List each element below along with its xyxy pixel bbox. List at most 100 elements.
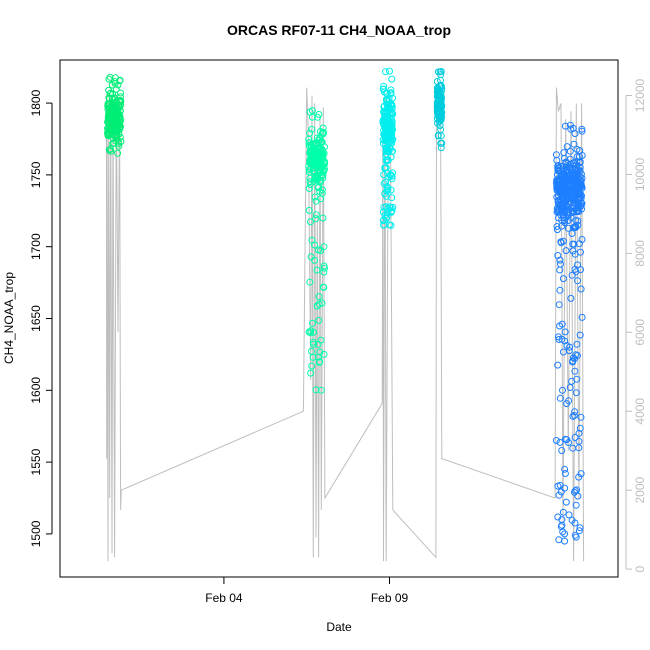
data-point [565, 511, 573, 519]
data-point [381, 164, 389, 172]
data-point [556, 256, 564, 264]
data-point [308, 362, 316, 370]
data-point [575, 527, 583, 535]
data-point [110, 139, 118, 147]
data-point [562, 198, 570, 206]
data-point [108, 118, 115, 126]
series-rf08 [305, 107, 329, 394]
data-point [575, 437, 583, 445]
data-point [571, 250, 579, 258]
data-point [578, 125, 586, 133]
data-point [572, 389, 580, 397]
data-point [577, 180, 585, 188]
data-point [319, 124, 327, 132]
data-point [382, 122, 390, 130]
data-point [311, 256, 319, 264]
data-point [388, 75, 396, 83]
data-point [554, 482, 562, 490]
data-point [556, 394, 564, 402]
data-point [312, 215, 320, 223]
data-point [387, 204, 395, 212]
data-point [437, 101, 445, 109]
data-point [568, 181, 576, 189]
data-point [437, 126, 445, 134]
data-point [572, 170, 580, 178]
data-point [555, 336, 563, 343]
data-point [306, 178, 314, 186]
data-point [574, 200, 582, 208]
data-point [106, 73, 114, 81]
data-point [552, 437, 560, 444]
data-point [385, 132, 392, 140]
data-point [106, 90, 114, 98]
data-point [557, 162, 565, 170]
data-point [575, 240, 583, 248]
data-point [313, 134, 321, 142]
data-point [319, 152, 327, 160]
data-point [305, 206, 313, 214]
data-point [314, 157, 322, 165]
data-point [556, 438, 564, 446]
data-point [105, 129, 113, 137]
data-point [434, 132, 442, 140]
data-point [563, 208, 571, 216]
data-point [107, 129, 115, 137]
data-point [306, 155, 314, 163]
data-point [117, 89, 124, 97]
data-point [309, 353, 317, 361]
data-point [559, 386, 566, 394]
data-point [557, 523, 565, 531]
data-point [315, 293, 323, 301]
data-point [566, 147, 574, 155]
data-point [561, 530, 569, 538]
data-point [316, 358, 324, 366]
x-axis-label: Date [326, 620, 352, 634]
data-point [109, 90, 117, 98]
data-point [313, 266, 321, 274]
data-point [558, 172, 566, 180]
data-point [574, 352, 581, 359]
data-point [561, 537, 569, 545]
data-point [576, 193, 584, 201]
y2-tick-label: 6000 [633, 319, 647, 346]
data-point [555, 301, 563, 309]
data-point [389, 147, 396, 155]
data-point [557, 238, 565, 246]
data-point [558, 516, 566, 524]
data-point [320, 350, 328, 358]
data-point [111, 78, 119, 86]
data-point [320, 243, 328, 251]
data-point [305, 185, 313, 192]
data-point [554, 198, 562, 206]
data-point [559, 508, 567, 516]
data-point [572, 181, 580, 189]
data-point [388, 109, 396, 117]
data-point [572, 533, 580, 541]
data-point [308, 125, 316, 133]
data-point [436, 96, 444, 104]
axes-layer: 1500 1550 1600 1650 1700 1750 1800 0 2000 4000 600… [29, 79, 647, 605]
data-point [310, 340, 317, 348]
data-point [558, 222, 566, 230]
data-point [578, 313, 586, 321]
data-point [576, 524, 584, 532]
data-point [116, 133, 124, 141]
data-point [553, 156, 561, 164]
data-point [310, 149, 318, 157]
data-point [556, 286, 564, 294]
data-point [573, 199, 581, 207]
data-point [383, 192, 390, 200]
data-point [380, 203, 388, 211]
data-point [567, 294, 575, 302]
data-point [560, 237, 567, 245]
data-point [575, 429, 583, 437]
data-point [561, 484, 569, 492]
y-tick-label: 1550 [29, 448, 43, 475]
data-point [553, 226, 561, 234]
data-point [578, 152, 586, 159]
y-axis-label: CH4_NOAA_trop [2, 272, 16, 364]
data-point [561, 328, 569, 336]
data-point [312, 140, 320, 148]
data-point [577, 470, 585, 478]
